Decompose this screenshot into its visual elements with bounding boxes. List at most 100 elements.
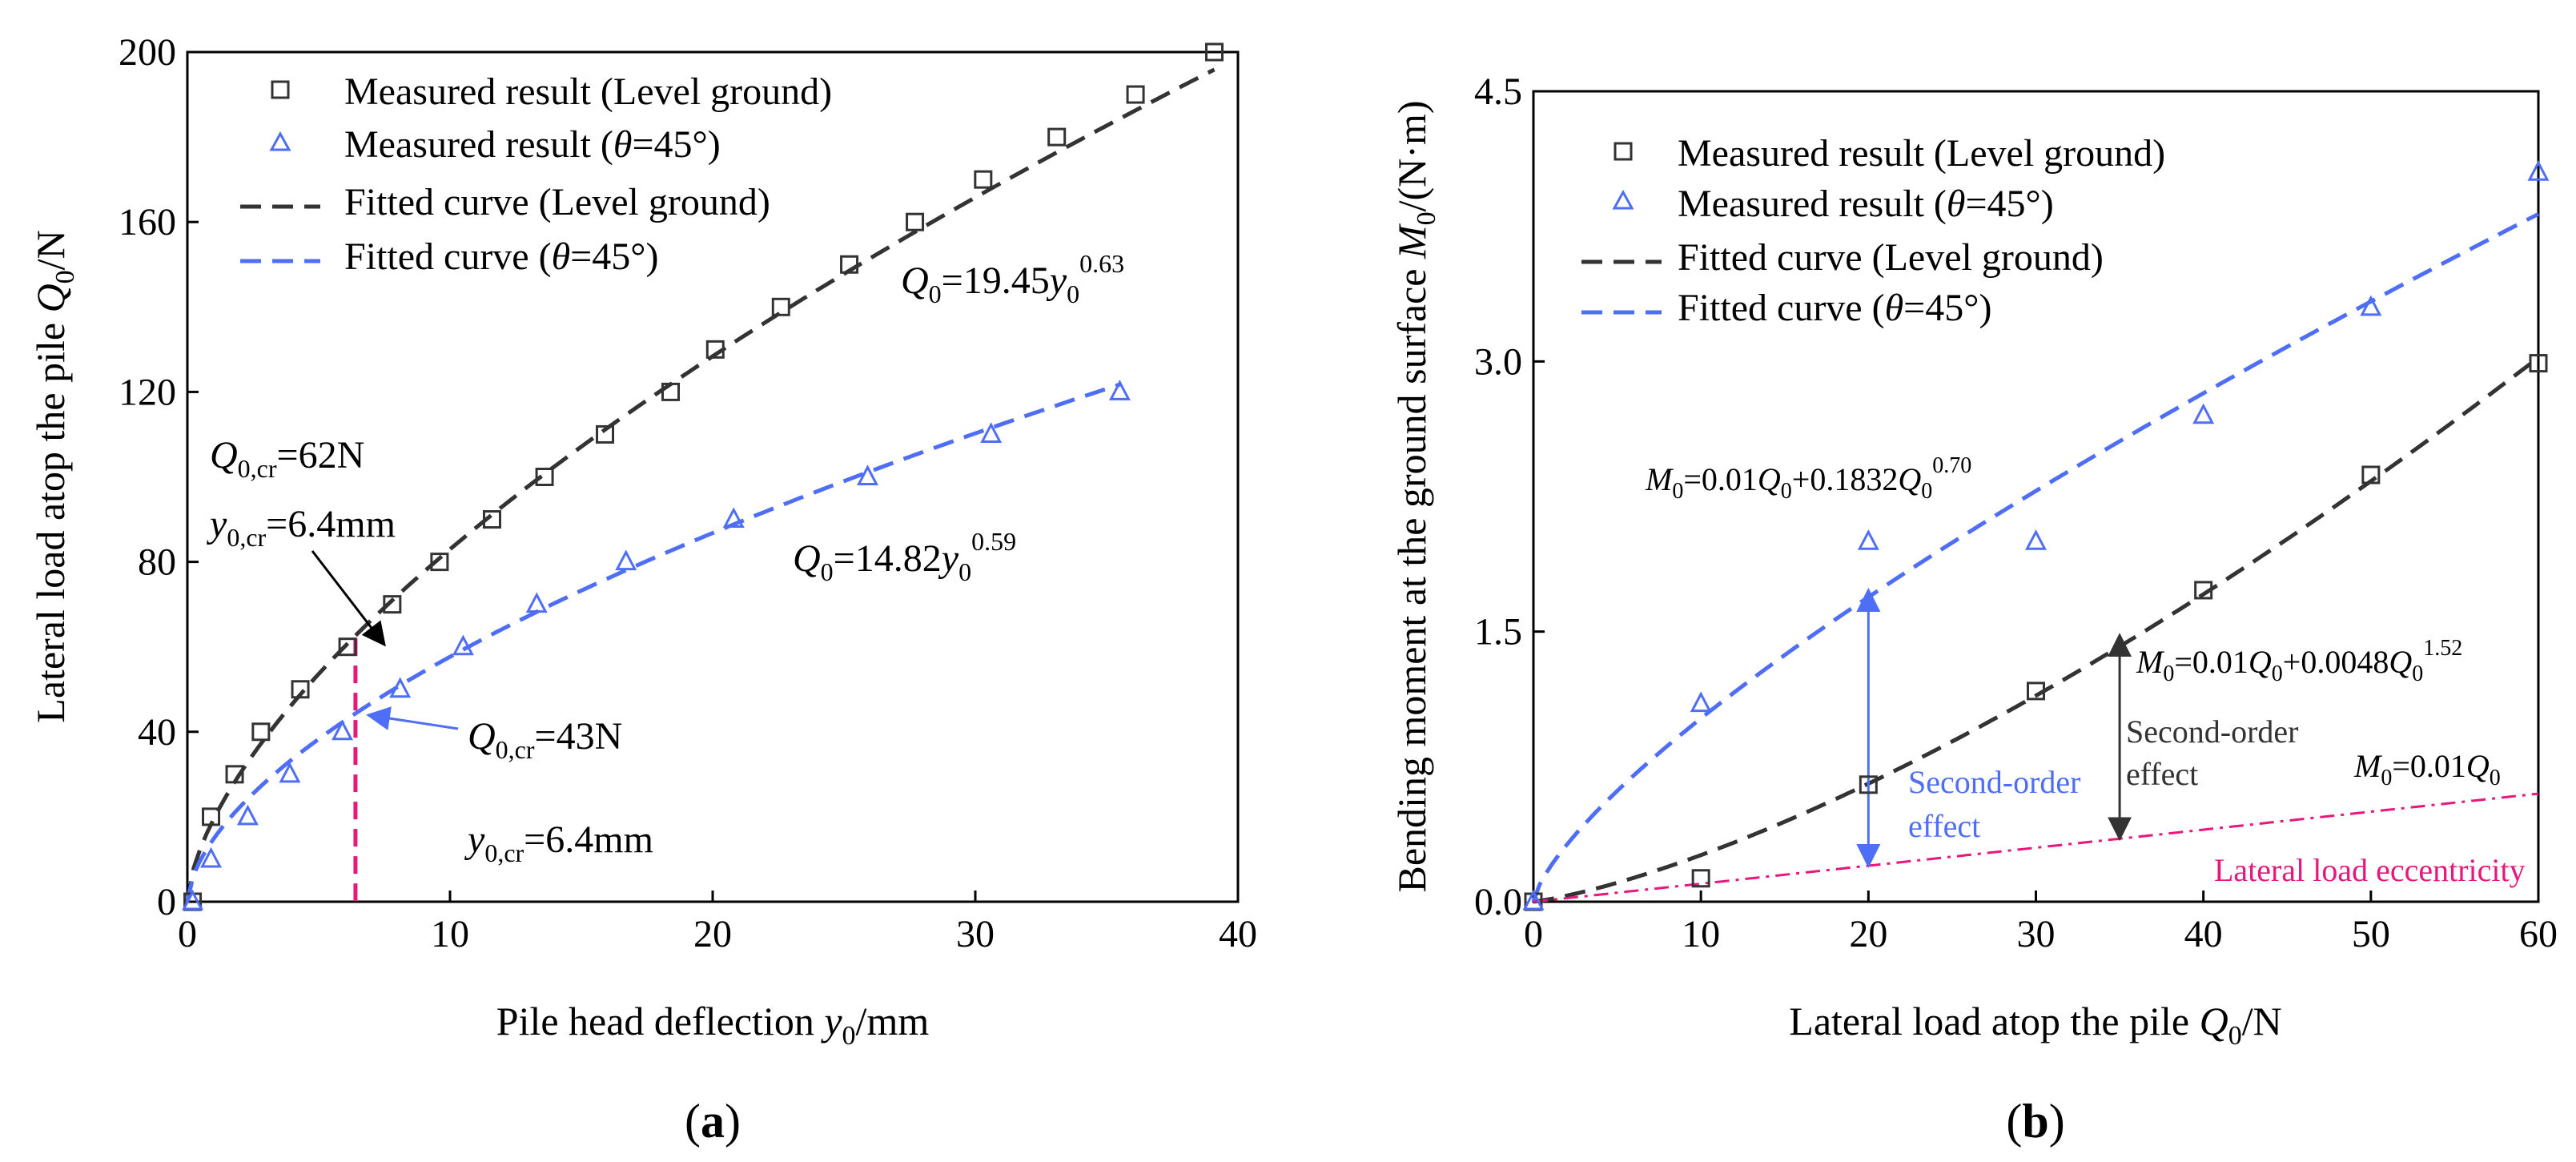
- y-tick-label: 160: [119, 201, 176, 243]
- data-point-square: [338, 637, 357, 657]
- chart-a-plot-frame: [186, 50, 1240, 903]
- chart-a-level-y-cr: y0,cr=6.4mm: [206, 503, 396, 552]
- chart-b-eq-ecc: M0=0.01Q0: [2353, 748, 2501, 790]
- data-point-square: [2194, 581, 2213, 600]
- data-point-square: [1691, 869, 1710, 888]
- legend-a-square-marker: [271, 80, 290, 99]
- legend-a-item-4: Fitted curve (θ=45°): [344, 235, 658, 278]
- data-point-square: [225, 765, 244, 784]
- chart-b-ticks: 0 10 20 30 40 50 60 0.0 1.5 3.0 4.5: [1474, 70, 2558, 955]
- y-tick-label: 4.5: [1474, 70, 1522, 113]
- y-tick-label: 0: [157, 881, 176, 923]
- chart-b-y-label: Bending moment at the ground surface M0/…: [1389, 101, 1441, 893]
- legend-b-triangle-marker: [1612, 189, 1634, 210]
- x-tick-label: 30: [956, 913, 995, 955]
- legend-a-item-2: Measured result (θ=45°): [344, 123, 721, 166]
- x-tick-label: 20: [1849, 913, 1887, 955]
- data-point-triangle: [2360, 295, 2382, 316]
- data-point-triangle: [2025, 529, 2047, 550]
- y-tick-label: 40: [138, 711, 176, 754]
- chart-b-ecc-label: Lateral load eccentricity: [2214, 852, 2526, 888]
- data-point-triangle: [857, 464, 878, 485]
- chart-b-eq-level: M0=0.01Q0+0.0048Q01.52: [2136, 636, 2462, 686]
- x-tick-label: 20: [693, 913, 732, 955]
- x-tick-label: 0: [178, 913, 197, 955]
- chart-b-x-label: Lateral load atop the pile Q0/N: [1789, 999, 2281, 1051]
- legend-a-triangle-marker: [269, 131, 291, 151]
- chart-b-second-order-blue-2: effect: [1908, 808, 1980, 844]
- data-point-triangle: [279, 762, 301, 783]
- y-tick-label: 80: [138, 541, 176, 584]
- data-point-triangle: [2527, 159, 2550, 181]
- legend-a-item-1: Measured result (Level ground): [344, 70, 832, 113]
- data-point-square: [2361, 465, 2381, 485]
- chart-a-level-arrow: [311, 550, 386, 647]
- y-tick-label: 120: [119, 371, 176, 413]
- chart-b-second-order-black-2: effect: [2126, 756, 2198, 792]
- x-tick-label: 60: [2519, 913, 2558, 955]
- chart-a-y-label: Lateral load atop the pile Q0/N: [28, 230, 80, 722]
- chart-a: 0 10 20 30 40 0 40 80 120 160 200 Pile head deflec…: [28, 31, 1257, 1148]
- data-point-square: [2027, 682, 2045, 701]
- chart-a-level-q-cr: Q0,cr=62N: [210, 434, 364, 483]
- data-point-square: [1126, 85, 1145, 104]
- chart-a-panel-label: (a): [685, 1095, 741, 1148]
- x-tick-label: 40: [1219, 913, 1257, 955]
- data-point-square: [1204, 42, 1224, 62]
- legend-b-square-marker: [1614, 142, 1633, 161]
- data-point-square: [2529, 354, 2548, 373]
- chart-a-x-label: Pile head deflection y0/mm: [496, 999, 930, 1051]
- data-point-triangle: [236, 804, 259, 826]
- chart-b-legend: Measured result (Level ground) Measured …: [1581, 132, 2165, 329]
- data-point-triangle: [389, 677, 412, 698]
- x-tick-label: 50: [2352, 913, 2390, 955]
- data-point-square: [974, 170, 993, 189]
- data-point-square: [291, 680, 310, 699]
- data-point-triangle: [2192, 403, 2215, 424]
- data-point-square: [906, 212, 925, 231]
- data-point-square: [840, 255, 859, 274]
- x-tick-label: 10: [1682, 913, 1720, 955]
- data-point-triangle: [1690, 691, 1712, 713]
- chart-a-points: [182, 42, 1224, 911]
- x-tick-label: 30: [2017, 913, 2056, 955]
- legend-a-item-3: Fitted curve (Level ground): [344, 181, 770, 223]
- data-point-square: [251, 722, 271, 742]
- data-point-triangle: [615, 549, 637, 571]
- legend-b-item-4: Fitted curve (θ=45°): [1678, 287, 1991, 329]
- data-point-square: [1047, 127, 1067, 147]
- chart-a-legend: Measured result (Level ground) Measured …: [240, 70, 832, 278]
- chart-b-second-order-blue-1: Second-order: [1908, 764, 2080, 800]
- data-point-square: [535, 468, 554, 486]
- data-point-triangle: [525, 592, 548, 613]
- chart-a-eq-level: Q0=19.45y00.63: [901, 249, 1124, 308]
- chart-a-inc-q-cr: Q0,cr=43N: [468, 715, 622, 764]
- data-point-triangle: [182, 889, 204, 911]
- data-point-triangle: [1857, 529, 1879, 550]
- data-point-triangle: [1522, 889, 1545, 911]
- data-point-triangle: [1108, 380, 1131, 400]
- chart-a-inc-arrow: [366, 706, 459, 730]
- data-point-triangle: [332, 719, 353, 741]
- legend-b-item-3: Fitted curve (Level ground): [1678, 236, 2104, 279]
- chart-a-ticks: 0 10 20 30 40 0 40 80 120 160 200: [119, 31, 1257, 955]
- fitted-curve-fitted-curve-45-: [1531, 212, 2540, 903]
- data-point-triangle: [722, 507, 745, 529]
- y-tick-label: 1.5: [1474, 611, 1522, 653]
- x-tick-label: 40: [2184, 913, 2223, 955]
- y-tick-label: 200: [119, 31, 176, 74]
- data-point-square: [383, 595, 402, 614]
- chart-b-eq-45: M0=0.01Q0+0.1832Q00.70: [1645, 453, 1971, 504]
- data-point-square: [705, 340, 725, 359]
- data-point-square: [661, 382, 681, 401]
- legend-b-item-1: Measured result (Level ground): [1678, 132, 2165, 175]
- legend-b-item-2: Measured result (θ=45°): [1678, 183, 2054, 225]
- x-tick-label: 10: [431, 913, 469, 955]
- chart-b-second-order-black-1: Second-order: [2126, 714, 2298, 750]
- data-point-square: [482, 510, 501, 529]
- data-point-triangle: [200, 846, 222, 868]
- chart-b: 0 10 20 30 40 50 60 0.0 1.5 3.0 4.5 Lateral load a…: [1389, 70, 2558, 1148]
- data-point-square: [1859, 775, 1878, 794]
- data-point-square: [771, 297, 790, 316]
